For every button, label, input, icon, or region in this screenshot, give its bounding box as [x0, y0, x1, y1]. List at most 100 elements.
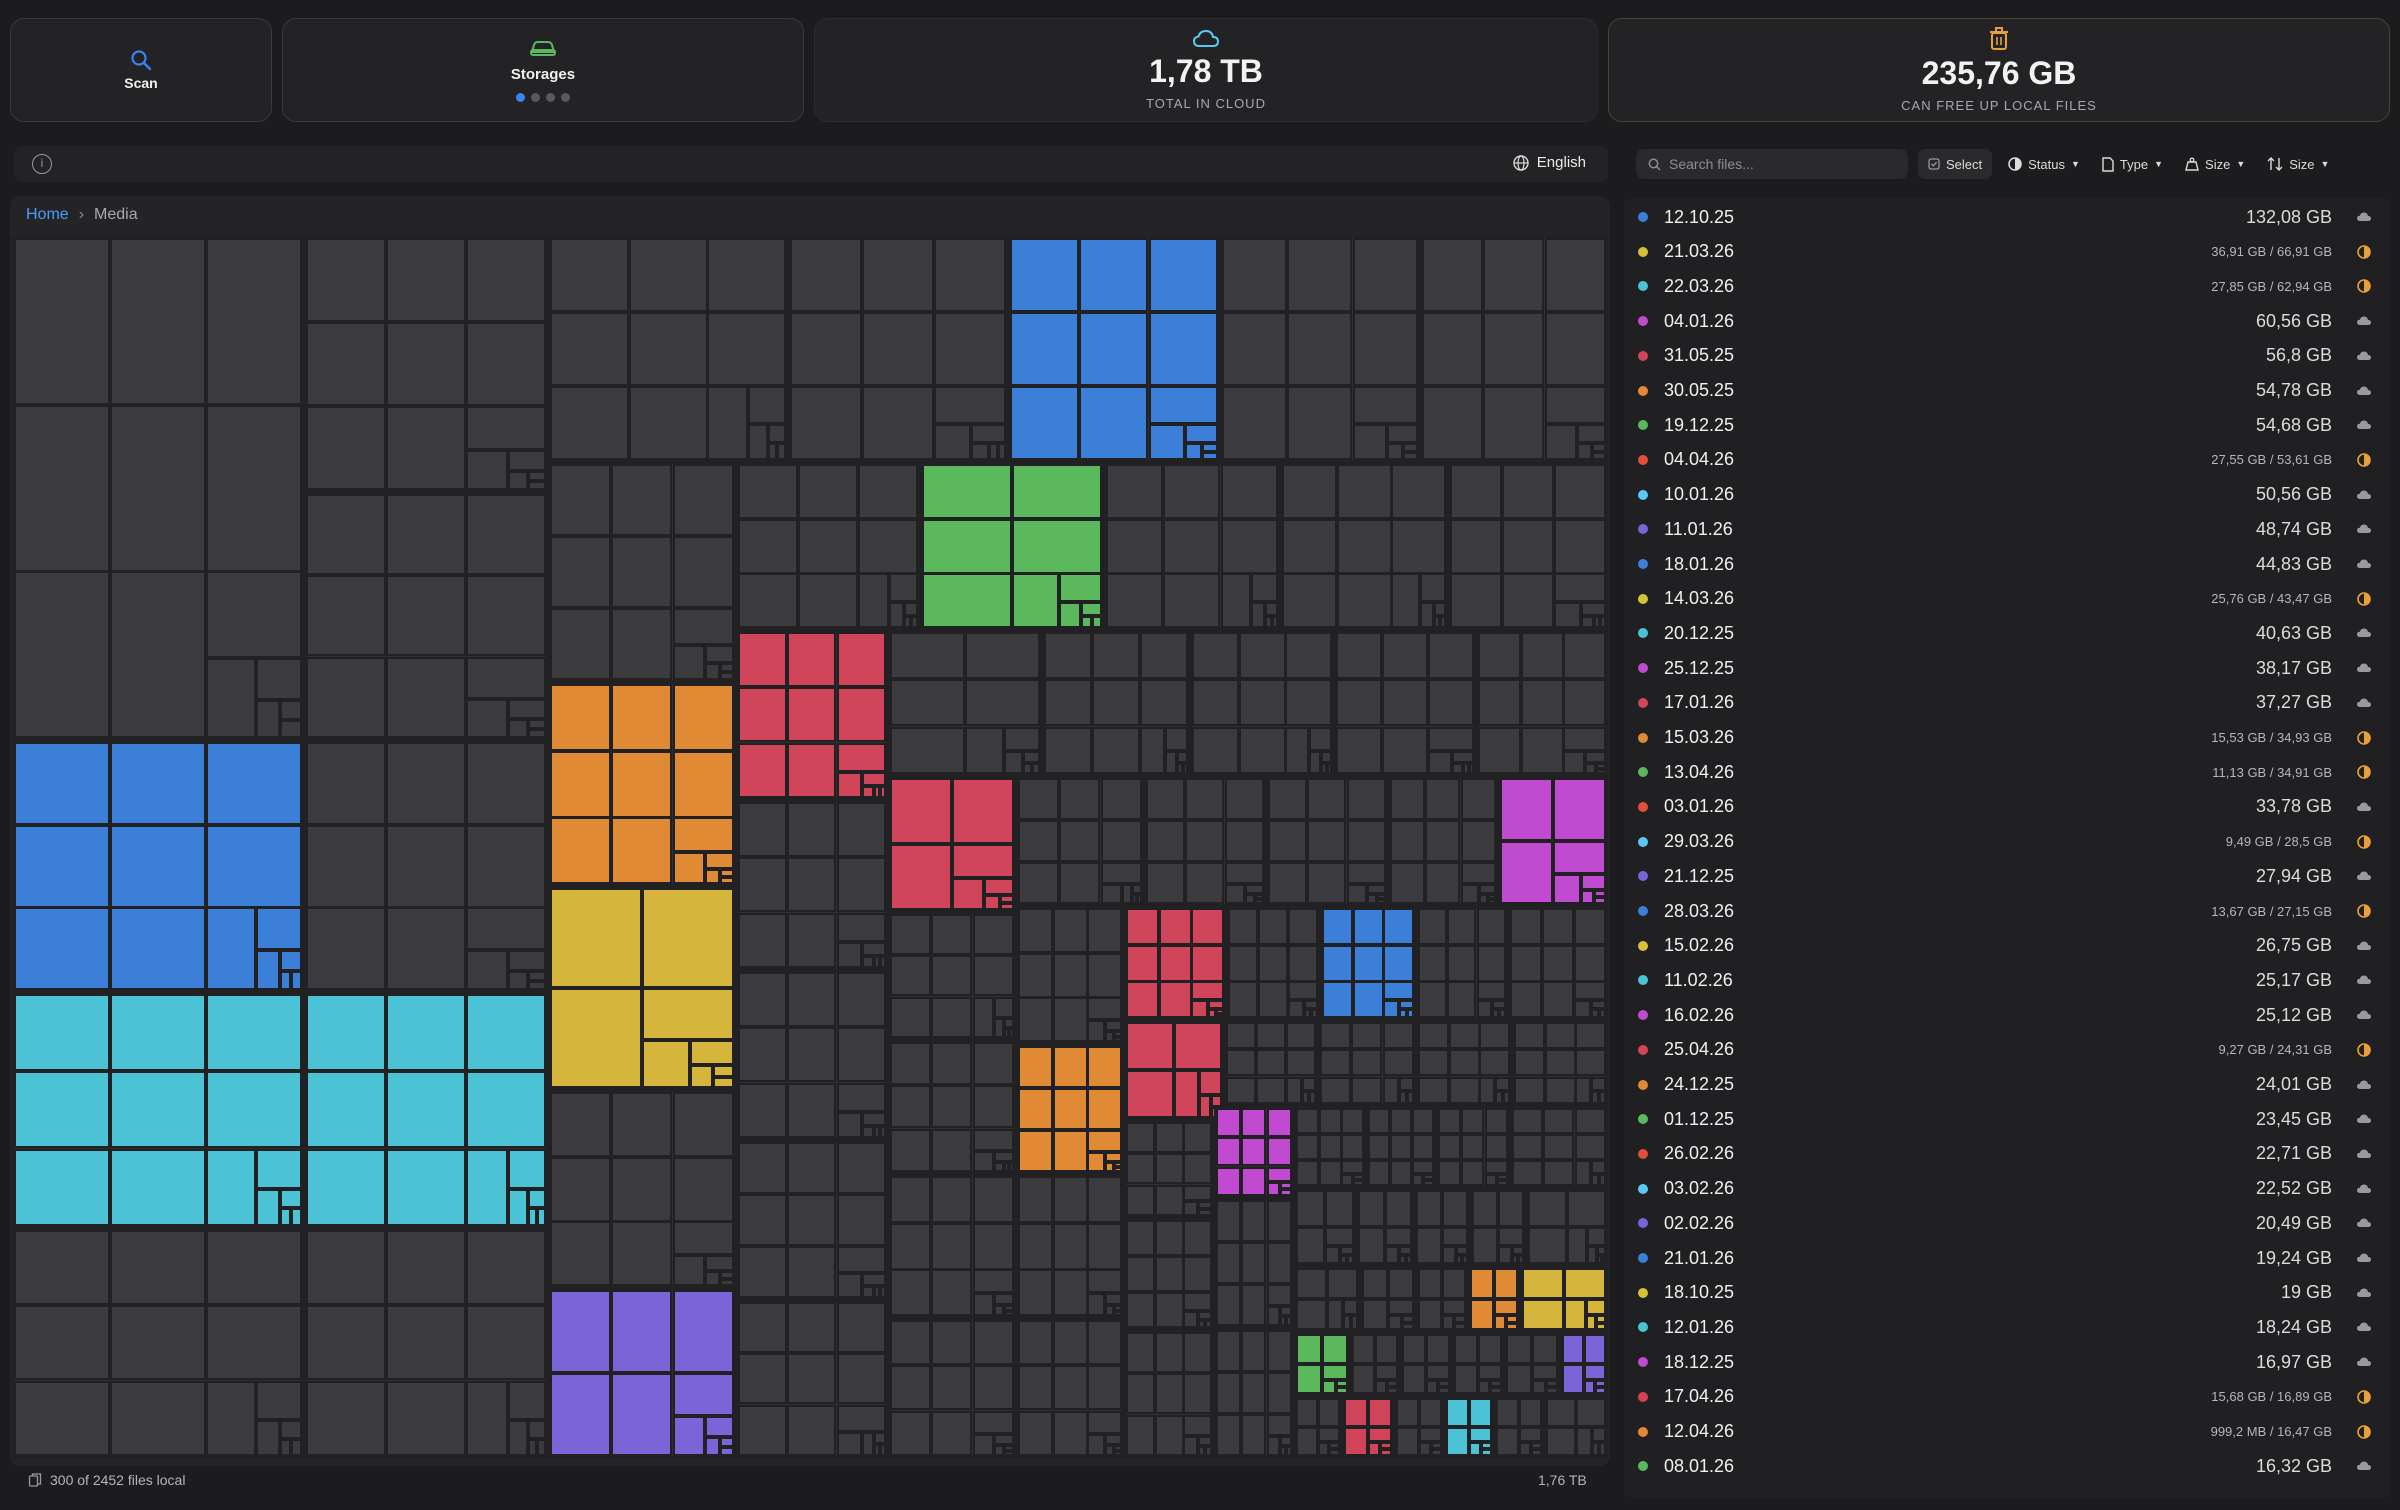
treemap-file[interactable]: [798, 573, 858, 628]
treemap-file[interactable]: [1114, 1451, 1122, 1456]
treemap-file[interactable]: [1418, 1299, 1442, 1330]
treemap-file[interactable]: [1216, 1242, 1241, 1284]
treemap-file[interactable]: [1390, 820, 1425, 862]
treemap-file[interactable]: [1018, 1365, 1053, 1410]
treemap-file[interactable]: [1004, 1451, 1014, 1456]
treemap-file[interactable]: [1542, 981, 1574, 1018]
treemap-file[interactable]: [973, 1176, 1014, 1223]
treemap-file[interactable]: [1177, 751, 1188, 763]
treemap-file[interactable]: [1553, 841, 1606, 874]
treemap-file[interactable]: [971, 424, 1006, 443]
treemap-file[interactable]: [1126, 945, 1159, 982]
treemap-file[interactable]: [1492, 1000, 1506, 1009]
treemap-file[interactable]: [720, 1437, 734, 1447]
treemap-file[interactable]: [1280, 1316, 1286, 1326]
treemap-file[interactable]: [1597, 1255, 1602, 1264]
treemap-file[interactable]: [1004, 1445, 1014, 1451]
treemap-file[interactable]: [890, 632, 965, 679]
treemap-file[interactable]: [1267, 1330, 1292, 1372]
treemap-file[interactable]: [1383, 945, 1414, 982]
treemap-file[interactable]: [1126, 981, 1159, 1018]
treemap-file[interactable]: [787, 1142, 836, 1194]
treemap-file[interactable]: [1418, 1049, 1449, 1076]
cloud-icon[interactable]: [2356, 1215, 2372, 1231]
partial-download-icon[interactable]: [2356, 1424, 2372, 1440]
treemap-file[interactable]: [931, 1320, 972, 1365]
treemap-file[interactable]: [1368, 1160, 1390, 1186]
treemap-file[interactable]: [1198, 1311, 1212, 1320]
treemap-file[interactable]: [256, 907, 302, 950]
treemap-file[interactable]: [1353, 424, 1387, 460]
breadcrumb-home[interactable]: Home: [26, 206, 69, 223]
treemap-file[interactable]: [1546, 1427, 1576, 1456]
treemap-file[interactable]: [1341, 1174, 1353, 1186]
treemap-file[interactable]: [1251, 602, 1265, 628]
treemap-file[interactable]: [1087, 1020, 1105, 1042]
treemap-file[interactable]: [14, 1305, 110, 1380]
treemap-file[interactable]: [1267, 1167, 1292, 1182]
treemap-file[interactable]: [1399, 1077, 1414, 1091]
treemap-file[interactable]: [1554, 573, 1606, 602]
treemap-file[interactable]: [1479, 1022, 1510, 1049]
treemap-file[interactable]: [1477, 945, 1506, 982]
treemap-file[interactable]: [1596, 1323, 1606, 1330]
treemap-file[interactable]: [1087, 1046, 1122, 1088]
treemap-file[interactable]: [528, 1189, 546, 1208]
file-row[interactable]: 16.02.26 25,12 GB: [1624, 998, 2390, 1032]
treemap-file[interactable]: [1155, 1373, 1184, 1414]
treemap-file[interactable]: [1576, 1398, 1606, 1427]
treemap-file[interactable]: [931, 1365, 972, 1410]
treemap-file[interactable]: [1126, 1185, 1155, 1216]
treemap-file[interactable]: [1510, 945, 1542, 982]
treemap-file[interactable]: [550, 386, 629, 460]
treemap-file[interactable]: [1114, 1305, 1122, 1311]
treemap-file[interactable]: [1053, 953, 1088, 998]
treemap-file[interactable]: [1105, 1152, 1122, 1162]
treemap-file[interactable]: [1353, 981, 1384, 1018]
treemap-file[interactable]: [1225, 820, 1264, 862]
treemap-file[interactable]: [280, 1439, 291, 1456]
treemap-file[interactable]: [110, 742, 206, 825]
treemap-file[interactable]: [1296, 1190, 1325, 1227]
treemap-file[interactable]: [1456, 1246, 1468, 1255]
treemap-file[interactable]: [1461, 1108, 1484, 1134]
treemap-file[interactable]: [1362, 1268, 1388, 1299]
treemap-file[interactable]: [1347, 862, 1386, 884]
treemap-file[interactable]: [1419, 1427, 1442, 1442]
treemap-file[interactable]: [911, 616, 918, 628]
treemap-file[interactable]: [1337, 464, 1392, 519]
treemap-file[interactable]: [1454, 1334, 1478, 1364]
treemap-file[interactable]: [1595, 1387, 1606, 1394]
treemap-file[interactable]: [837, 687, 886, 742]
treemap-file[interactable]: [1545, 424, 1577, 460]
treemap-file[interactable]: [1018, 1320, 1053, 1365]
treemap-file[interactable]: [874, 1444, 880, 1456]
treemap-file[interactable]: [1268, 820, 1307, 862]
treemap-file[interactable]: [1461, 1160, 1484, 1186]
treemap-file[interactable]: [1587, 1246, 1597, 1264]
treemap-file[interactable]: [1344, 1427, 1368, 1456]
treemap-file[interactable]: [1418, 945, 1447, 982]
treemap-file[interactable]: [1018, 778, 1059, 820]
treemap-file[interactable]: [858, 464, 918, 519]
treemap-file[interactable]: [1321, 751, 1332, 763]
treemap-file[interactable]: [673, 1221, 734, 1255]
treemap-file[interactable]: [1512, 1108, 1543, 1134]
treemap-file[interactable]: [1461, 884, 1479, 904]
treemap-file[interactable]: [1183, 1332, 1212, 1373]
treemap-file[interactable]: [1059, 778, 1100, 820]
treemap-file[interactable]: [1545, 1049, 1576, 1076]
treemap-file[interactable]: [1126, 1256, 1155, 1292]
treemap-file[interactable]: [1442, 1227, 1468, 1246]
treemap-file[interactable]: [1053, 1088, 1088, 1130]
select-button[interactable]: Select: [1918, 149, 1993, 179]
treemap-file[interactable]: [1351, 1049, 1382, 1076]
treemap-file[interactable]: [1470, 1299, 1494, 1330]
treemap-file[interactable]: [1390, 1108, 1412, 1134]
treemap-file[interactable]: [1344, 1398, 1368, 1427]
treemap-file[interactable]: [787, 1027, 836, 1082]
treemap-file[interactable]: [862, 1126, 874, 1138]
cloud-icon[interactable]: [2356, 1077, 2372, 1093]
treemap-file[interactable]: [1591, 1174, 1599, 1186]
treemap-file[interactable]: [1087, 1293, 1105, 1316]
